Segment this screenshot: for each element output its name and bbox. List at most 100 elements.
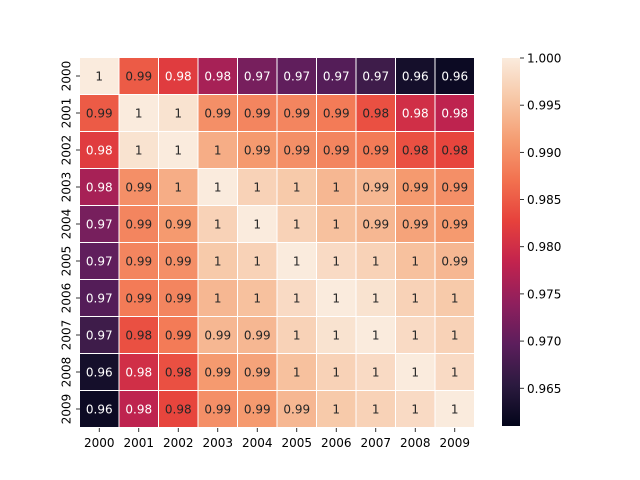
cell-annotation: 1 [293, 218, 301, 232]
cell-annotation: 1 [214, 181, 222, 195]
cell-annotation: 0.99 [86, 107, 113, 121]
cell-annotation: 1 [451, 403, 459, 417]
cell-annotation: 0.96 [402, 70, 429, 84]
heatmap-cell-2006-2000 [80, 280, 119, 316]
heatmap-cell-2004-2003 [198, 206, 237, 242]
colorbar-tick-label: 0.985 [527, 193, 561, 207]
cell-annotation: 1 [253, 292, 261, 306]
colorbar-tick-label: 0.990 [527, 146, 561, 160]
heatmap-annotations: 1 0.99 0.98 0.98 0.97 0.97 0.97 0.97 0.96 0.96 0.9… [86, 70, 468, 417]
cell-annotation: 0.98 [125, 403, 152, 417]
cell-annotation: 0.99 [323, 107, 350, 121]
colorbar-tick-label: 1.000 [527, 52, 561, 66]
heatmap-cell-2004-2007 [356, 206, 395, 242]
cell-annotation: 0.99 [441, 181, 468, 195]
cell-annotation: 0.97 [283, 70, 310, 84]
cell-annotation: 0.99 [125, 255, 152, 269]
cell-annotation: 0.99 [125, 70, 152, 84]
heatmap-cells [80, 58, 474, 427]
cell-annotation: 0.99 [283, 403, 310, 417]
heatmap-cell-2005-2004 [238, 243, 277, 279]
heatmap-cell-2009-2000 [80, 391, 119, 427]
cell-annotation: 0.97 [323, 70, 350, 84]
y-tick-label: 2008 [60, 357, 74, 388]
cell-annotation: 1 [253, 181, 261, 195]
y-tick-label: 2001 [60, 98, 74, 129]
cell-annotation: 1 [135, 107, 143, 121]
cell-annotation: 0.99 [362, 181, 389, 195]
heatmap-cell-2001-2009 [435, 95, 474, 131]
cell-annotation: 0.98 [125, 366, 152, 380]
heatmap-cell-2000-2004 [238, 58, 277, 94]
heatmap-cell-2005-2006 [317, 243, 356, 279]
heatmap-cell-2008-2009 [435, 354, 474, 390]
colorbar-tick-label: 0.970 [527, 335, 561, 349]
heatmap-cell-2000-2003 [198, 58, 237, 94]
cell-annotation: 1 [293, 366, 301, 380]
heatmap-cell-2005-2007 [356, 243, 395, 279]
heatmap-cell-2006-2006 [317, 280, 356, 316]
heatmap-cell-2006-2002 [159, 280, 198, 316]
cell-annotation: 0.98 [441, 107, 468, 121]
y-tick-label: 2004 [60, 209, 74, 240]
heatmap-cell-2008-2001 [119, 354, 158, 390]
y-tick-label: 2006 [60, 283, 74, 314]
cell-annotation: 0.98 [86, 144, 113, 158]
y-tick-label: 2000 [60, 61, 74, 92]
cell-annotation: 1 [451, 292, 459, 306]
heatmap-cell-2002-2000 [80, 132, 119, 168]
heatmap-cell-2006-2008 [396, 280, 435, 316]
cell-annotation: 1 [135, 144, 143, 158]
heatmap-cell-2006-2001 [119, 280, 158, 316]
heatmap-cell-2009-2005 [277, 391, 316, 427]
cell-annotation: 0.99 [283, 144, 310, 158]
cell-annotation: 0.96 [441, 70, 468, 84]
colorbar-gradient [502, 58, 520, 426]
heatmap-cell-2007-2006 [317, 317, 356, 353]
heatmap-cell-2004-2006 [317, 206, 356, 242]
cell-annotation: 1 [293, 255, 301, 269]
heatmap-cell-2004-2002 [159, 206, 198, 242]
cell-annotation: 1 [332, 255, 340, 269]
cell-annotation: 0.99 [244, 107, 271, 121]
heatmap-cell-2005-2002 [159, 243, 198, 279]
heatmap-cell-2009-2008 [396, 391, 435, 427]
heatmap-cell-2000-2000 [80, 58, 119, 94]
heatmap-cell-2002-2009 [435, 132, 474, 168]
cell-annotation: 1 [253, 218, 261, 232]
cell-annotation: 0.99 [402, 218, 429, 232]
heatmap-cell-2000-2007 [356, 58, 395, 94]
heatmap-cell-2004-2008 [396, 206, 435, 242]
cell-annotation: 1 [95, 70, 103, 84]
cell-annotation: 0.99 [125, 292, 152, 306]
cell-annotation: 0.99 [125, 218, 152, 232]
cell-annotation: 0.99 [244, 403, 271, 417]
cell-annotation: 0.98 [165, 70, 192, 84]
heatmap-cell-2005-2001 [119, 243, 158, 279]
cell-annotation: 0.99 [402, 181, 429, 195]
cell-annotation: 1 [214, 218, 222, 232]
cell-annotation: 1 [214, 255, 222, 269]
cell-annotation: 0.96 [86, 403, 113, 417]
x-tick-label: 2004 [242, 436, 273, 450]
heatmap-cell-2004-2005 [277, 206, 316, 242]
x-tick-label: 2003 [202, 436, 233, 450]
heatmap-cell-2007-2007 [356, 317, 395, 353]
cell-annotation: 0.99 [165, 329, 192, 343]
heatmap-cell-2008-2004 [238, 354, 277, 390]
cell-annotation: 0.99 [441, 255, 468, 269]
heatmap-cell-2004-2000 [80, 206, 119, 242]
heatmap-cell-2002-2002 [159, 132, 198, 168]
cell-annotation: 0.98 [125, 329, 152, 343]
heatmap-cell-2007-2009 [435, 317, 474, 353]
heatmap-cell-2004-2004 [238, 206, 277, 242]
cell-annotation: 0.98 [204, 70, 231, 84]
heatmap-cell-2002-2007 [356, 132, 395, 168]
heatmap-cell-2002-2004 [238, 132, 277, 168]
heatmap-cell-2003-2009 [435, 169, 474, 205]
heatmap-cell-2000-2002 [159, 58, 198, 94]
heatmap-cell-2004-2001 [119, 206, 158, 242]
cell-annotation: 1 [411, 255, 419, 269]
heatmap-cell-2008-2000 [80, 354, 119, 390]
